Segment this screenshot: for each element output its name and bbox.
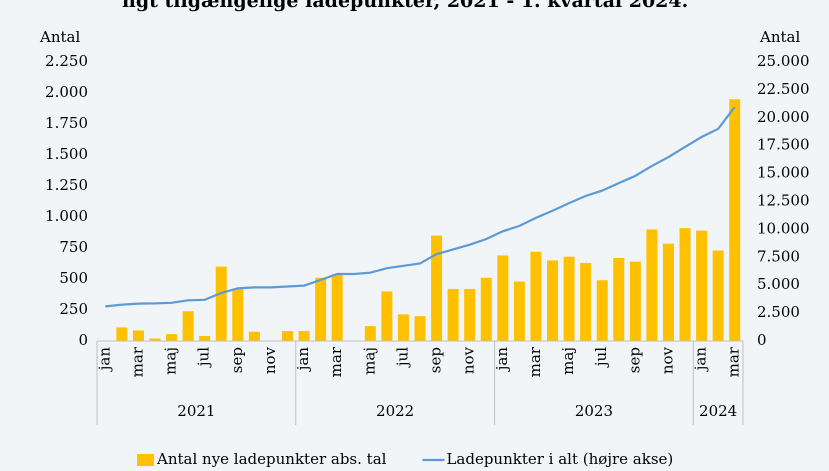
bar	[712, 250, 724, 341]
bar	[431, 235, 443, 341]
y2-tick-label: 25.000	[757, 52, 810, 70]
bar	[397, 314, 409, 341]
bar	[679, 228, 691, 341]
bar	[414, 316, 426, 341]
group-label: 2021	[177, 402, 215, 420]
bar	[116, 327, 128, 341]
y-tick-label: 250	[59, 300, 88, 318]
x-tick-label: sep	[625, 347, 643, 373]
bar	[381, 291, 393, 341]
group-label: 2024	[699, 402, 737, 420]
y-axis-title: Antal	[39, 28, 80, 46]
y2-tick-label: 7.500	[757, 247, 800, 265]
y-tick-label: 2.250	[45, 52, 88, 70]
y2-axis-title: Antal	[759, 28, 800, 46]
legend-label: Ladepunkter i alt (højre akse)	[446, 450, 673, 468]
x-tick-label: jan	[95, 347, 113, 373]
x-tick-label: jul	[195, 347, 213, 368]
bar	[248, 331, 260, 341]
bar	[613, 257, 625, 341]
x-tick-label: mar	[526, 346, 544, 377]
x-tick-label: jan	[493, 347, 511, 373]
x-tick-label: nov	[658, 346, 676, 374]
chart-title: ngt tilgængelige ladepunkter, 2021 - 1. …	[122, 0, 688, 12]
y-tick-label: 1.750	[45, 114, 88, 132]
bar	[497, 255, 509, 341]
y-tick-label: 2.000	[45, 83, 88, 101]
bar	[166, 334, 178, 341]
bar	[563, 256, 575, 341]
y-tick-label: 750	[59, 238, 88, 256]
x-tick-label: jul	[393, 347, 411, 368]
bar	[447, 288, 459, 341]
y2-tick-label: 12.500	[757, 192, 810, 210]
y2-tick-label: 2.500	[757, 303, 800, 321]
x-tick-label: mar	[327, 346, 345, 377]
bar	[629, 261, 641, 341]
y2-tick-label: 15.000	[757, 164, 810, 182]
bar	[132, 330, 144, 341]
bar	[547, 260, 559, 341]
x-tick-label: nov	[460, 346, 478, 374]
x-tick-label: sep	[427, 347, 445, 373]
x-tick-label: maj	[360, 347, 378, 375]
bar	[149, 338, 161, 341]
bar	[364, 326, 376, 341]
bar	[580, 262, 592, 341]
bar	[696, 230, 708, 341]
x-tick-label: jul	[592, 347, 610, 368]
x-tick-label: sep	[228, 347, 246, 373]
y2-tick-label: 10.000	[757, 219, 810, 237]
y-tick-label: 1.000	[45, 207, 88, 225]
y2-tick-label: 20.000	[757, 108, 810, 126]
bar	[729, 99, 741, 341]
y2-tick-label: 0	[757, 331, 767, 349]
y2-tick-label: 22.500	[757, 80, 810, 98]
x-tick-label: maj	[559, 347, 577, 375]
x-tick-label: jan	[294, 347, 312, 373]
group-label: 2022	[376, 402, 414, 420]
y2-tick-label: 17.500	[757, 136, 810, 154]
x-tick-label: maj	[162, 347, 180, 375]
bar	[530, 251, 542, 341]
line	[105, 106, 736, 308]
bar	[646, 229, 658, 341]
bar	[331, 274, 343, 341]
y-tick-label: 1.500	[45, 145, 88, 163]
legend-swatch	[137, 454, 154, 466]
bar	[315, 277, 327, 341]
y-tick-label: 0	[78, 331, 88, 349]
bar	[215, 266, 227, 341]
group-label: 2023	[575, 402, 613, 420]
bar	[199, 336, 211, 341]
bar	[182, 311, 194, 341]
x-tick-label: jan	[692, 347, 710, 373]
legend-label: Antal nye ladepunkter abs. tal	[156, 450, 387, 468]
bar	[662, 243, 674, 341]
bar	[480, 277, 492, 341]
bar	[596, 280, 608, 341]
x-tick-label: mar	[128, 346, 146, 377]
x-tick-label: nov	[261, 346, 279, 374]
bar	[298, 331, 310, 341]
bar	[281, 331, 293, 341]
x-tick-label: mar	[725, 346, 743, 377]
bar	[232, 288, 244, 341]
bar	[464, 288, 476, 341]
y-tick-label: 1.250	[45, 176, 88, 194]
y2-tick-label: 5.000	[757, 275, 800, 293]
y-tick-label: 500	[59, 269, 88, 287]
bar	[513, 281, 525, 341]
